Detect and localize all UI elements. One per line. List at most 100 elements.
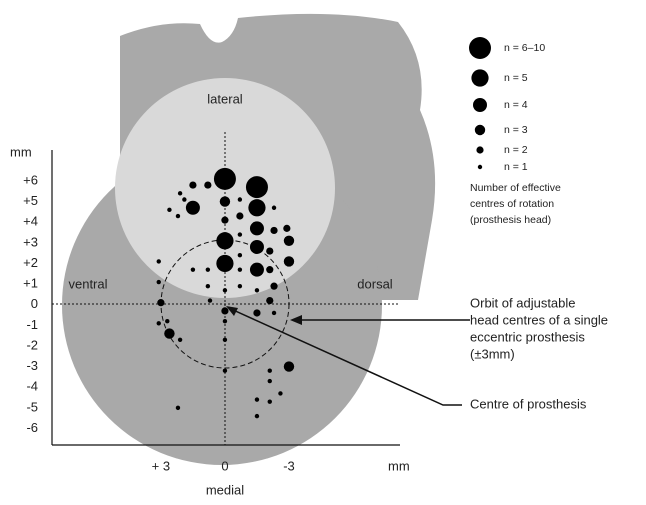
y-tick-label: +5 bbox=[23, 193, 38, 208]
x-tick-label: 0 bbox=[221, 458, 228, 473]
orbit-label: (±3mm) bbox=[470, 346, 515, 361]
data-point bbox=[223, 369, 227, 373]
data-point bbox=[268, 399, 272, 403]
data-point bbox=[255, 397, 259, 401]
data-point bbox=[157, 259, 161, 263]
y-tick-label: -4 bbox=[26, 379, 38, 394]
data-point bbox=[157, 280, 161, 284]
legend-label: n = 3 bbox=[504, 124, 528, 136]
data-point bbox=[270, 283, 277, 290]
data-point bbox=[266, 247, 273, 254]
legend-marker bbox=[473, 98, 487, 112]
x-tick-label: + 3 bbox=[152, 458, 170, 473]
data-point bbox=[191, 267, 195, 271]
legend-marker bbox=[475, 125, 485, 135]
data-point bbox=[255, 414, 259, 418]
data-point bbox=[157, 321, 161, 325]
y-tick-label: -1 bbox=[26, 317, 38, 332]
data-point bbox=[186, 201, 200, 215]
legend-marker bbox=[476, 146, 483, 153]
data-point bbox=[250, 240, 264, 254]
data-point bbox=[268, 379, 272, 383]
legend-label: n = 4 bbox=[504, 99, 528, 111]
data-point bbox=[206, 284, 210, 288]
figure: lateral ventral dorsal medial mm mm Cent… bbox=[0, 0, 646, 500]
data-point bbox=[284, 361, 294, 371]
data-point bbox=[176, 406, 180, 410]
data-point bbox=[220, 196, 230, 206]
legend-marker bbox=[471, 69, 488, 86]
data-point bbox=[178, 191, 182, 195]
orbit-label: head centres of a single bbox=[470, 312, 608, 327]
data-point bbox=[238, 267, 242, 271]
data-point bbox=[206, 267, 210, 271]
y-tick-label: +2 bbox=[23, 255, 38, 270]
y-tick-label: +3 bbox=[23, 234, 38, 249]
data-point bbox=[266, 297, 273, 304]
legend-title: Number of effective bbox=[470, 182, 561, 194]
label-medial: medial bbox=[206, 482, 244, 497]
centre-label: Centre of prosthesis bbox=[470, 396, 587, 411]
y-tick-label: +6 bbox=[23, 172, 38, 187]
y-tick-label: -3 bbox=[26, 358, 38, 373]
data-point bbox=[167, 208, 171, 212]
data-point bbox=[248, 199, 265, 216]
data-point bbox=[283, 225, 290, 232]
data-point bbox=[284, 236, 294, 246]
data-point bbox=[216, 255, 233, 272]
data-point bbox=[270, 227, 277, 234]
data-point bbox=[236, 212, 243, 219]
data-point bbox=[157, 299, 164, 306]
data-point bbox=[216, 232, 233, 249]
data-point bbox=[255, 288, 259, 292]
data-point bbox=[178, 338, 182, 342]
data-point bbox=[246, 176, 268, 198]
data-point bbox=[223, 288, 227, 292]
data-point bbox=[250, 263, 264, 277]
data-point bbox=[250, 221, 264, 235]
data-point bbox=[272, 311, 276, 315]
y-tick-label: -5 bbox=[26, 399, 38, 414]
legend-label: n = 1 bbox=[504, 161, 528, 173]
data-point bbox=[284, 256, 294, 266]
data-point bbox=[223, 319, 227, 323]
data-point bbox=[268, 369, 272, 373]
y-axis-unit: mm bbox=[10, 144, 32, 159]
data-point bbox=[223, 338, 227, 342]
orbit-label: Orbit of adjustable bbox=[470, 295, 576, 310]
y-tick-label: +4 bbox=[23, 214, 38, 229]
label-dorsal: dorsal bbox=[357, 276, 393, 291]
data-point bbox=[214, 168, 236, 190]
y-tick-label: -6 bbox=[26, 420, 38, 435]
data-point bbox=[221, 217, 228, 224]
page: {"chart_data": { "type": "scatter", "ann… bbox=[0, 0, 646, 505]
data-point bbox=[164, 328, 174, 338]
data-point bbox=[238, 253, 242, 257]
data-point bbox=[278, 391, 282, 395]
y-tick-label: 0 bbox=[31, 296, 38, 311]
data-point bbox=[189, 181, 196, 188]
legend-label: n = 5 bbox=[504, 72, 528, 84]
data-point bbox=[221, 307, 228, 314]
data-point bbox=[204, 181, 211, 188]
data-point bbox=[238, 284, 242, 288]
data-point bbox=[266, 266, 273, 273]
y-tick-label: +1 bbox=[23, 276, 38, 291]
data-point bbox=[272, 206, 276, 210]
y-tick-label: -2 bbox=[26, 337, 38, 352]
legend-label: n = 2 bbox=[504, 144, 528, 156]
legend-label: n = 6–10 bbox=[504, 42, 545, 54]
x-axis-unit: mm bbox=[388, 458, 410, 473]
legend-marker bbox=[469, 37, 491, 59]
data-point bbox=[165, 319, 169, 323]
data-point bbox=[176, 214, 180, 218]
orbit-label: eccentric prosthesis bbox=[470, 329, 585, 344]
data-point bbox=[238, 232, 242, 236]
label-ventral: ventral bbox=[68, 276, 107, 291]
data-point bbox=[253, 309, 260, 316]
x-tick-label: -3 bbox=[283, 458, 295, 473]
legend-marker bbox=[478, 165, 482, 169]
label-lateral: lateral bbox=[207, 91, 243, 106]
data-point bbox=[238, 197, 242, 201]
legend-title: (prosthesis head) bbox=[470, 214, 551, 226]
